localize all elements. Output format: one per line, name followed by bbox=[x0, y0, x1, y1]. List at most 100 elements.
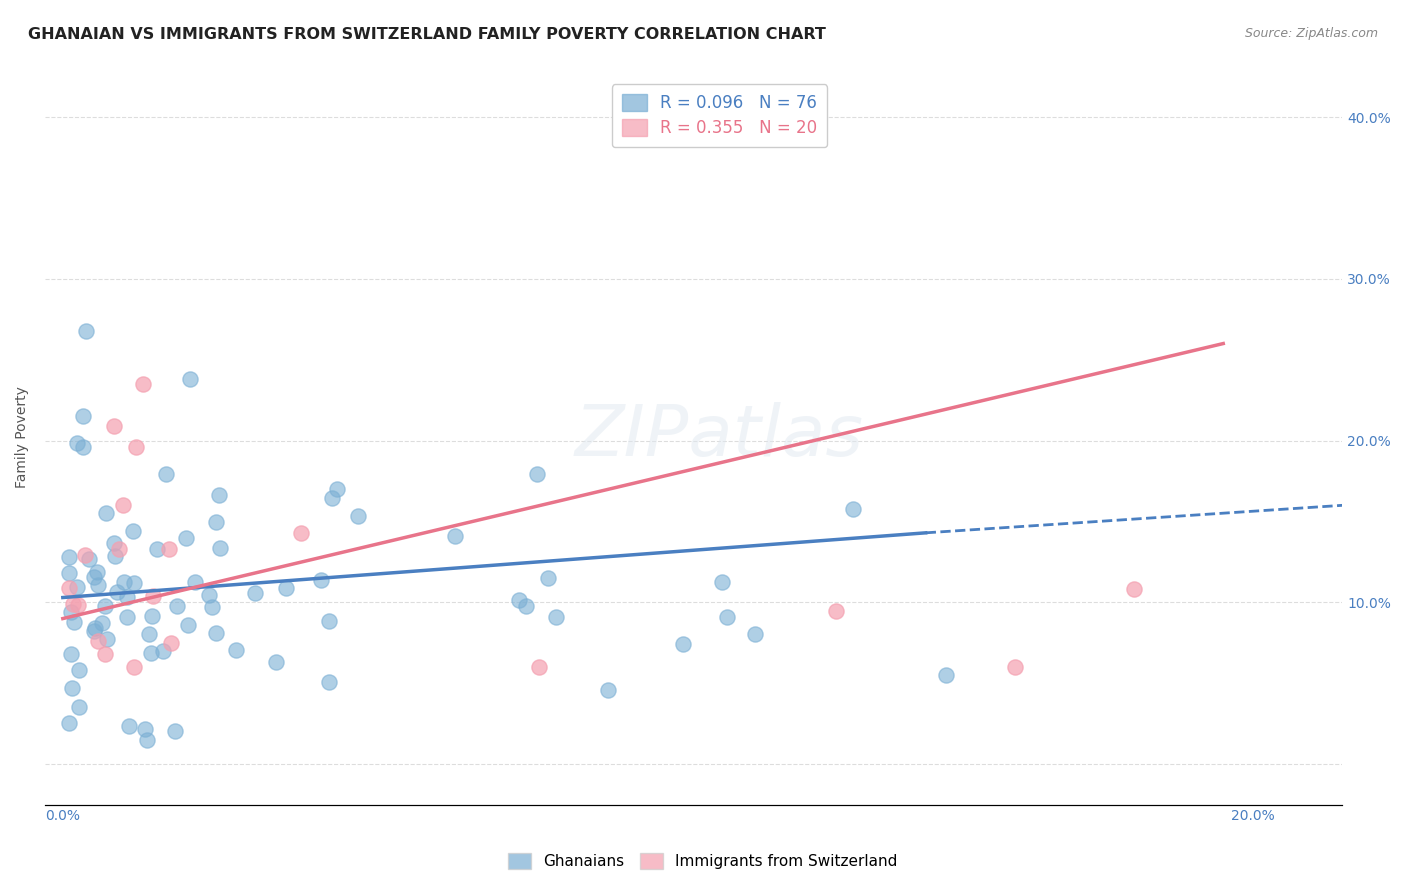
Ghanaians bbox=[60, 605, 83, 619]
Ghanaians bbox=[179, 372, 201, 386]
Ghanaians bbox=[67, 663, 90, 677]
Legend: Ghanaians, Immigrants from Switzerland: Ghanaians, Immigrants from Switzerland bbox=[502, 847, 904, 875]
Ghanaians bbox=[83, 570, 105, 584]
Ghanaians bbox=[58, 566, 80, 580]
Ghanaians bbox=[60, 647, 83, 661]
Ghanaians bbox=[318, 614, 340, 628]
Ghanaians bbox=[67, 700, 90, 714]
Immigrants from Switzerland bbox=[1123, 582, 1146, 596]
Ghanaians bbox=[136, 733, 159, 747]
Ghanaians bbox=[208, 488, 231, 502]
Ghanaians bbox=[83, 624, 105, 638]
Ghanaians bbox=[163, 724, 186, 739]
Ghanaians bbox=[318, 674, 340, 689]
Ghanaians bbox=[515, 599, 537, 613]
Ghanaians bbox=[166, 599, 188, 613]
Ghanaians bbox=[537, 571, 560, 585]
Ghanaians bbox=[596, 683, 619, 698]
Immigrants from Switzerland bbox=[108, 542, 131, 557]
Ghanaians bbox=[842, 501, 865, 516]
Ghanaians bbox=[711, 575, 734, 590]
Ghanaians bbox=[115, 590, 138, 604]
Text: Source: ZipAtlas.com: Source: ZipAtlas.com bbox=[1244, 27, 1378, 40]
Ghanaians bbox=[526, 467, 548, 481]
Ghanaians bbox=[94, 506, 117, 520]
Text: GHANAIAN VS IMMIGRANTS FROM SWITZERLAND FAMILY POVERTY CORRELATION CHART: GHANAIAN VS IMMIGRANTS FROM SWITZERLAND … bbox=[28, 27, 825, 42]
Ghanaians bbox=[205, 516, 228, 530]
Ghanaians bbox=[104, 549, 127, 564]
Legend: R = 0.096   N = 76, R = 0.355   N = 20: R = 0.096 N = 76, R = 0.355 N = 20 bbox=[612, 84, 827, 147]
Ghanaians bbox=[65, 580, 87, 594]
Ghanaians bbox=[138, 626, 160, 640]
Ghanaians bbox=[243, 586, 266, 600]
Immigrants from Switzerland bbox=[142, 589, 165, 603]
Ghanaians bbox=[58, 715, 80, 730]
Immigrants from Switzerland bbox=[122, 660, 145, 674]
Ghanaians bbox=[90, 615, 112, 630]
Ghanaians bbox=[544, 609, 567, 624]
Immigrants from Switzerland bbox=[527, 660, 550, 674]
Immigrants from Switzerland bbox=[62, 597, 84, 611]
Ghanaians bbox=[177, 618, 200, 632]
Ghanaians bbox=[225, 643, 247, 657]
Text: ZIPatlas: ZIPatlas bbox=[575, 402, 865, 471]
Ghanaians bbox=[309, 573, 332, 587]
Immigrants from Switzerland bbox=[103, 419, 125, 434]
Immigrants from Switzerland bbox=[132, 376, 155, 391]
Ghanaians bbox=[96, 632, 118, 647]
Ghanaians bbox=[508, 593, 530, 607]
Ghanaians bbox=[62, 615, 84, 629]
Ghanaians bbox=[66, 435, 89, 450]
Y-axis label: Family Poverty: Family Poverty bbox=[15, 385, 30, 488]
Ghanaians bbox=[114, 574, 136, 589]
Ghanaians bbox=[266, 655, 288, 669]
Immigrants from Switzerland bbox=[124, 440, 146, 454]
Immigrants from Switzerland bbox=[94, 647, 117, 661]
Immigrants from Switzerland bbox=[58, 581, 80, 595]
Ghanaians bbox=[117, 719, 139, 733]
Immigrants from Switzerland bbox=[75, 548, 97, 562]
Ghanaians bbox=[321, 491, 343, 505]
Immigrants from Switzerland bbox=[1004, 660, 1026, 674]
Ghanaians bbox=[122, 576, 145, 591]
Ghanaians bbox=[209, 541, 232, 555]
Immigrants from Switzerland bbox=[66, 598, 89, 612]
Ghanaians bbox=[75, 324, 97, 338]
Ghanaians bbox=[134, 722, 156, 736]
Ghanaians bbox=[201, 599, 224, 614]
Immigrants from Switzerland bbox=[290, 526, 312, 541]
Ghanaians bbox=[274, 582, 297, 596]
Ghanaians bbox=[83, 621, 105, 635]
Ghanaians bbox=[325, 483, 347, 497]
Ghanaians bbox=[86, 565, 108, 579]
Ghanaians bbox=[198, 588, 221, 602]
Ghanaians bbox=[152, 644, 174, 658]
Ghanaians bbox=[87, 578, 110, 592]
Ghanaians bbox=[716, 610, 738, 624]
Ghanaians bbox=[77, 552, 100, 566]
Immigrants from Switzerland bbox=[86, 633, 108, 648]
Ghanaians bbox=[139, 646, 162, 660]
Immigrants from Switzerland bbox=[112, 498, 135, 512]
Ghanaians bbox=[72, 440, 94, 454]
Ghanaians bbox=[671, 637, 693, 651]
Ghanaians bbox=[204, 625, 226, 640]
Ghanaians bbox=[444, 529, 467, 543]
Ghanaians bbox=[174, 532, 197, 546]
Ghanaians bbox=[744, 626, 766, 640]
Ghanaians bbox=[141, 609, 163, 624]
Ghanaians bbox=[935, 668, 957, 682]
Ghanaians bbox=[60, 681, 83, 695]
Ghanaians bbox=[121, 524, 143, 538]
Ghanaians bbox=[93, 599, 115, 614]
Ghanaians bbox=[183, 574, 205, 589]
Ghanaians bbox=[145, 541, 167, 556]
Immigrants from Switzerland bbox=[160, 636, 183, 650]
Ghanaians bbox=[103, 536, 125, 550]
Ghanaians bbox=[155, 467, 177, 481]
Ghanaians bbox=[58, 549, 80, 564]
Ghanaians bbox=[72, 409, 94, 424]
Immigrants from Switzerland bbox=[157, 541, 180, 556]
Ghanaians bbox=[346, 508, 368, 523]
Immigrants from Switzerland bbox=[825, 604, 848, 618]
